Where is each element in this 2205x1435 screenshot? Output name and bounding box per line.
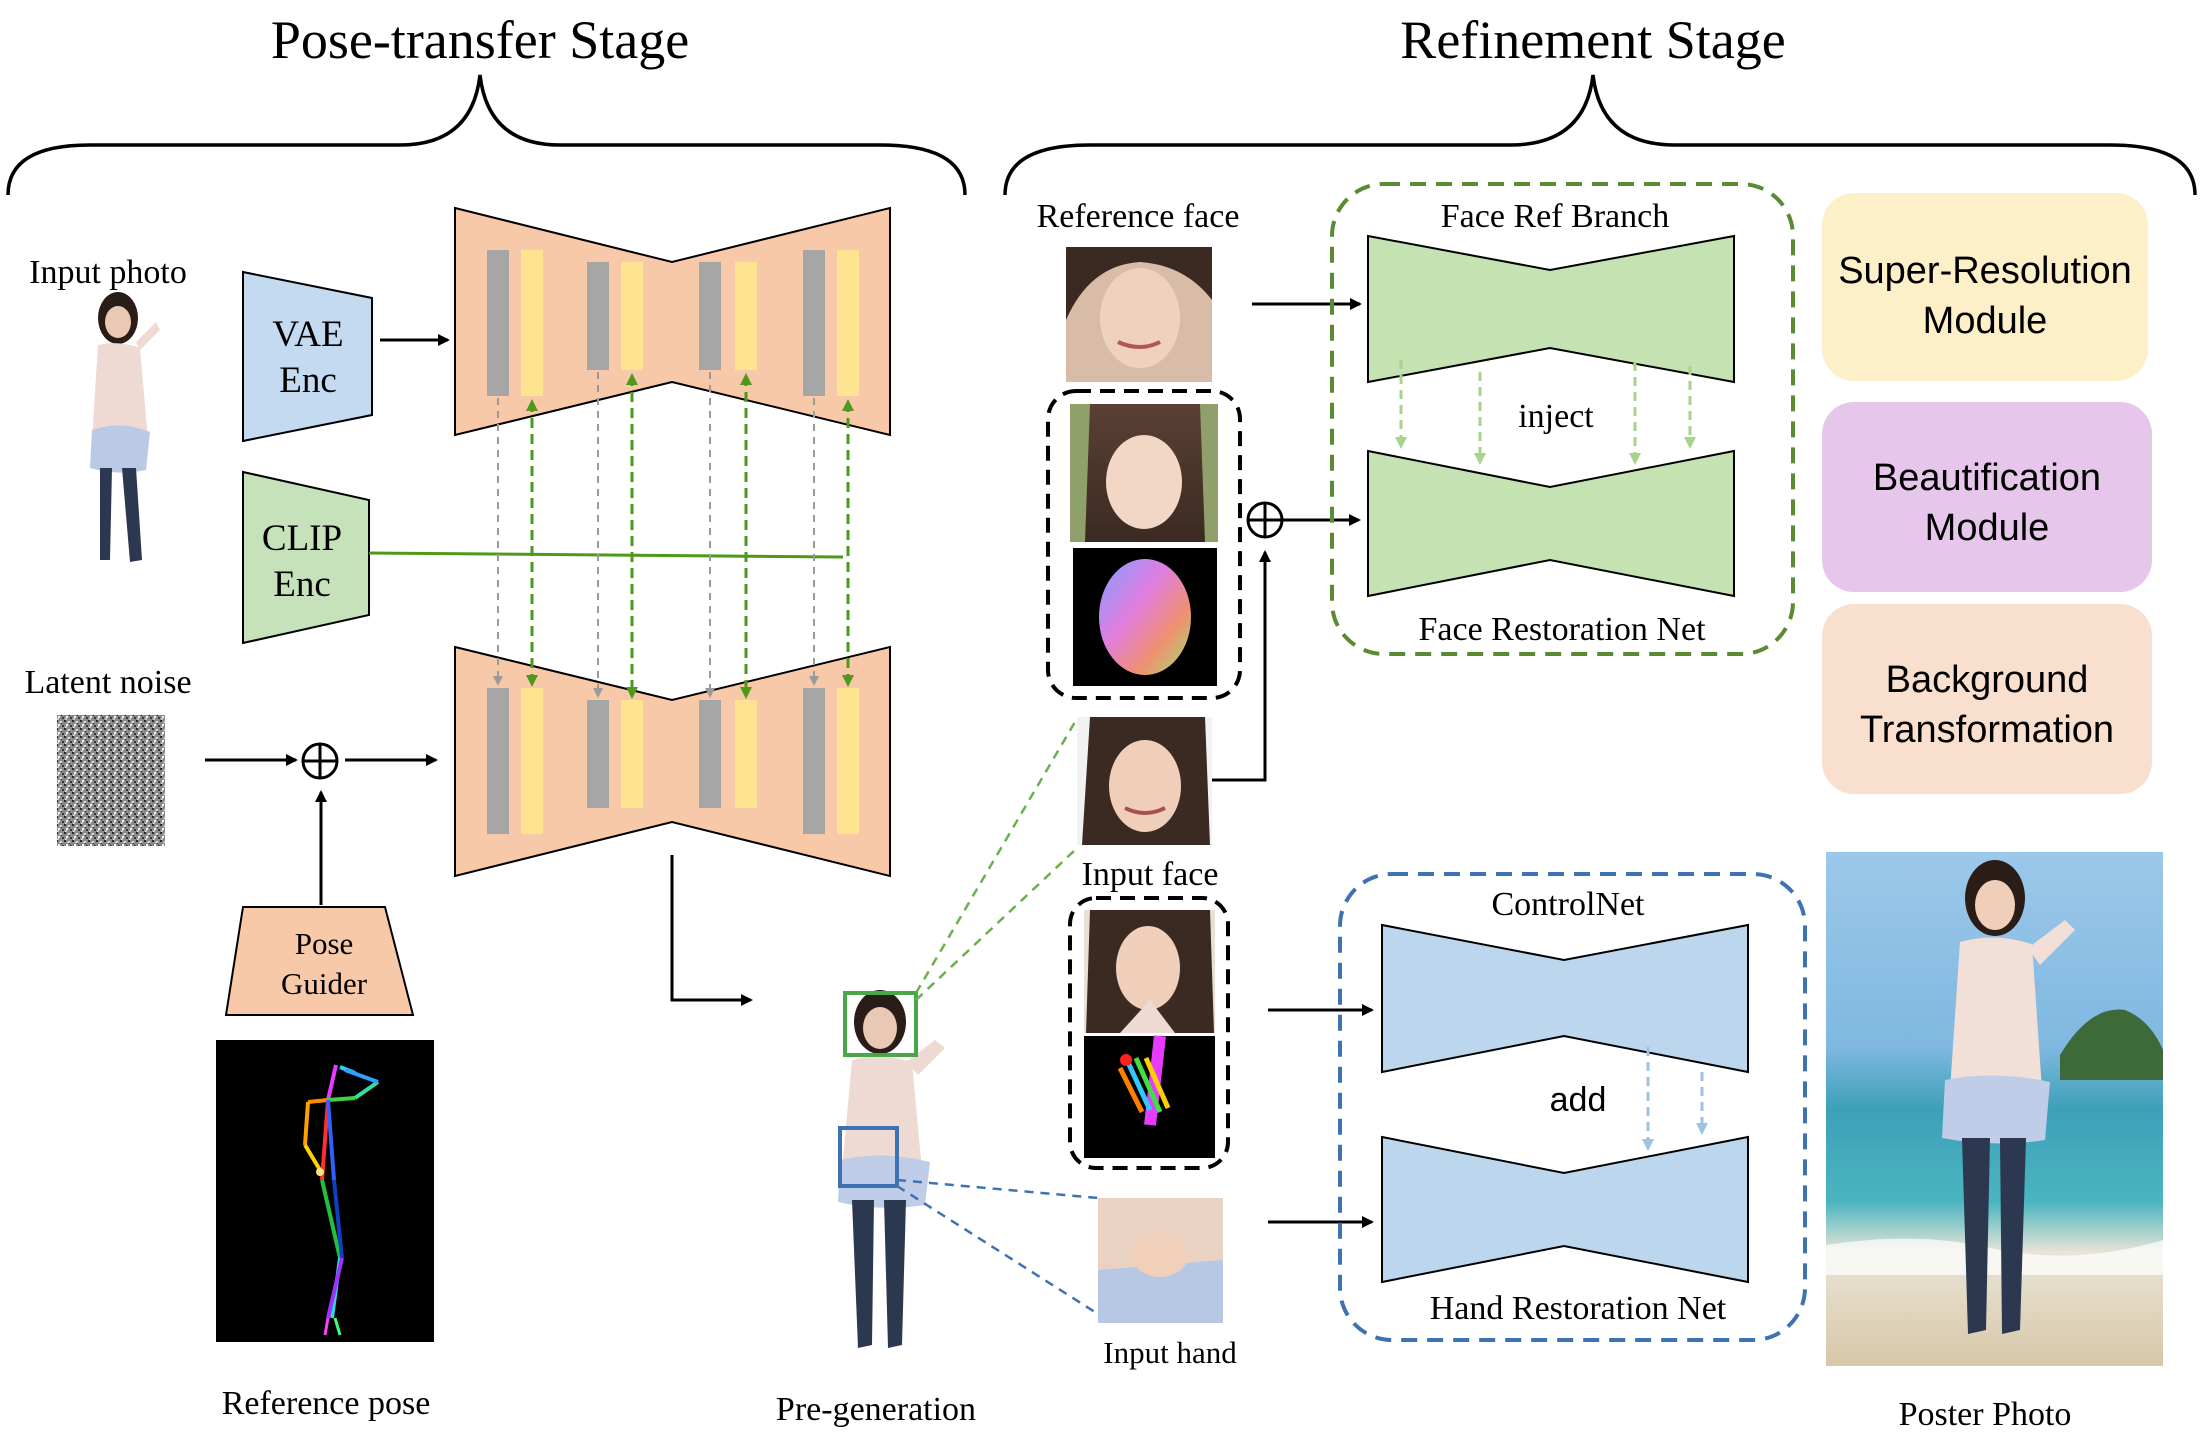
hand-keypoint-map-image (1084, 1035, 1215, 1158)
add-arrows (1642, 1047, 1708, 1151)
hand-crop-connector-1 (896, 1178, 1099, 1200)
add-label: add (1550, 1081, 1607, 1119)
background-transformation-label-1: Background (1886, 659, 2089, 701)
latent-noise-label: Latent noise (24, 664, 191, 701)
input-photo-image (90, 292, 160, 562)
face-ref-branch-net (1367, 234, 1735, 384)
den-unet-feature-gray-1 (487, 688, 509, 834)
input-photo-label: Input photo (29, 254, 187, 291)
input-hand-label: Input hand (1103, 1335, 1237, 1370)
background-transformation-module: Background Transformation (1822, 604, 2152, 794)
reference-unet (454, 206, 891, 437)
face-crop-connector-2 (915, 849, 1076, 1001)
clip-encoder-label-1: CLIP (262, 518, 342, 559)
pose-skeleton-icon (216, 1040, 434, 1342)
circled-plus-icon (301, 742, 339, 780)
input-face-image (1077, 717, 1212, 845)
den-unet-feature-gray-2 (587, 700, 609, 808)
refinement-stage-title: Refinement Stage (1400, 10, 1785, 70)
pose-transfer-stage-title: Pose-transfer Stage (271, 10, 689, 70)
attention-arrows (526, 373, 854, 699)
input-hand-image (1098, 1198, 1223, 1323)
ref-unet-feature-gray-2 (587, 262, 609, 370)
hand-crop-connector-2 (896, 1184, 1099, 1316)
den-unet-feature-gray-4 (803, 688, 825, 834)
hand-restoration-net (1381, 1135, 1749, 1284)
den-unet-feature-yellow-2 (621, 700, 643, 808)
face-condition-group (1046, 389, 1242, 700)
face-restoration-label: Face Restoration Net (1418, 611, 1706, 648)
pose-guider: Pose Guider (224, 906, 415, 1016)
controlnet-net (1381, 923, 1749, 1074)
pre-generation-image (838, 990, 945, 1348)
hand-restoration-label: Hand Restoration Net (1430, 1290, 1727, 1327)
pose-transfer-brace (6, 74, 967, 196)
pose-guider-label-2: Guider (281, 966, 368, 1001)
face-crop-connector-1 (914, 721, 1077, 994)
super-resolution-module: Super-Resolution Module (1822, 193, 2148, 381)
pose-guider-label-1: Pose (295, 926, 354, 961)
hand-crop-box (838, 1126, 899, 1188)
noise-icon (57, 715, 165, 846)
background-transformation-label-2: Transformation (1860, 709, 2114, 751)
ref-unet-feature-yellow-2 (621, 262, 643, 370)
vae-encoder: VAE Enc (242, 270, 373, 443)
reference-feature-arrows (493, 372, 819, 698)
denoising-to-pregeneration-arrow (670, 855, 753, 1006)
clip-condition-line (368, 551, 844, 559)
face-restoration-net (1367, 449, 1735, 598)
reference-face-label: Reference face (1037, 198, 1240, 235)
reference-pose-label: Reference pose (222, 1385, 431, 1422)
denoising-unet (454, 645, 891, 878)
hand-reference-crop-image (1084, 910, 1215, 1033)
clip-encoder: CLIP Enc (242, 470, 370, 645)
poster-photo-image (1826, 852, 2163, 1366)
ref-unet-feature-gray-3 (699, 262, 721, 370)
den-unet-feature-yellow-1 (521, 688, 543, 834)
ref-unet-feature-yellow-3 (735, 262, 757, 370)
ref-unet-feature-yellow-1 (521, 250, 543, 396)
inject-label: inject (1518, 398, 1594, 435)
den-unet-feature-yellow-4 (837, 688, 859, 834)
face-crop-box (843, 991, 918, 1057)
den-unet-feature-gray-3 (699, 700, 721, 808)
input-face-to-plus-arrow (1212, 550, 1271, 782)
hand-condition-group (1068, 896, 1230, 1170)
vae-encoder-label-1: VAE (272, 314, 343, 355)
ref-unet-feature-gray-4 (803, 250, 825, 396)
refinement-brace (1003, 74, 2197, 196)
beautification-label-1: Beautification (1873, 457, 2101, 499)
vae-encoder-label-2: Enc (279, 360, 337, 401)
ref-unet-feature-yellow-4 (837, 250, 859, 396)
clip-encoder-label-2: Enc (273, 564, 331, 605)
super-resolution-label-1: Super-Resolution (1838, 250, 2132, 292)
poster-photo-label: Poster Photo (1899, 1396, 2072, 1433)
inject-arrows (1395, 360, 1696, 465)
reference-face-image (1066, 247, 1212, 382)
ref-unet-feature-gray-1 (487, 250, 509, 396)
controlnet-label: ControlNet (1492, 886, 1646, 923)
beautification-label-2: Module (1925, 507, 2050, 549)
beautification-module: Beautification Module (1822, 402, 2152, 592)
super-resolution-label-2: Module (1923, 300, 2048, 342)
face-ref-branch-label: Face Ref Branch (1441, 198, 1669, 235)
hand-network-group (1338, 872, 1807, 1342)
input-face-label: Input face (1082, 856, 1219, 893)
face-normal-map-image (1073, 548, 1217, 686)
pre-generation-label: Pre-generation (776, 1391, 976, 1428)
face-reference-crop-image (1070, 404, 1218, 542)
den-unet-feature-yellow-3 (735, 700, 757, 808)
